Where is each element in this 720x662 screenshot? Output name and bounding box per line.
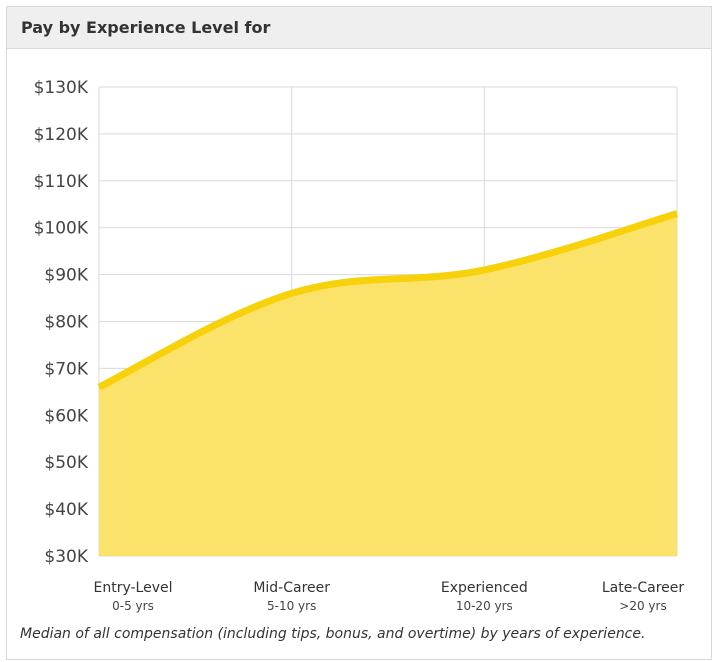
chart-caption: Median of all compensation (including ti…	[20, 626, 646, 642]
x-category-sublabel: 5-10 yrs	[267, 599, 316, 613]
y-tick-label: $80K	[44, 313, 88, 333]
x-category-sublabel: >20 yrs	[619, 599, 666, 613]
x-category-sublabel: 0-5 yrs	[112, 599, 154, 613]
x-category-sublabel: 10-20 yrs	[456, 599, 513, 613]
y-tick-label: $130K	[34, 78, 89, 98]
chart-title: Pay by Experience Level for	[7, 7, 711, 49]
x-category-label: Experienced	[441, 580, 528, 596]
series-line	[97, 210, 678, 391]
x-category-label: Entry-Level	[93, 580, 172, 596]
x-category-label: Mid-Career	[253, 580, 330, 596]
y-tick-label: $70K	[44, 359, 88, 379]
series-area	[99, 213, 677, 556]
y-tick-label: $60K	[44, 406, 88, 426]
y-tick-label: $40K	[44, 500, 88, 520]
x-category-label: Late-Career	[602, 580, 685, 596]
y-tick-label: $90K	[44, 266, 88, 286]
y-tick-label: $30K	[44, 547, 88, 567]
y-tick-label: $50K	[44, 453, 88, 473]
y-tick-label: $120K	[34, 125, 89, 145]
y-tick-label: $100K	[34, 219, 89, 239]
y-tick-label: $110K	[34, 172, 89, 192]
